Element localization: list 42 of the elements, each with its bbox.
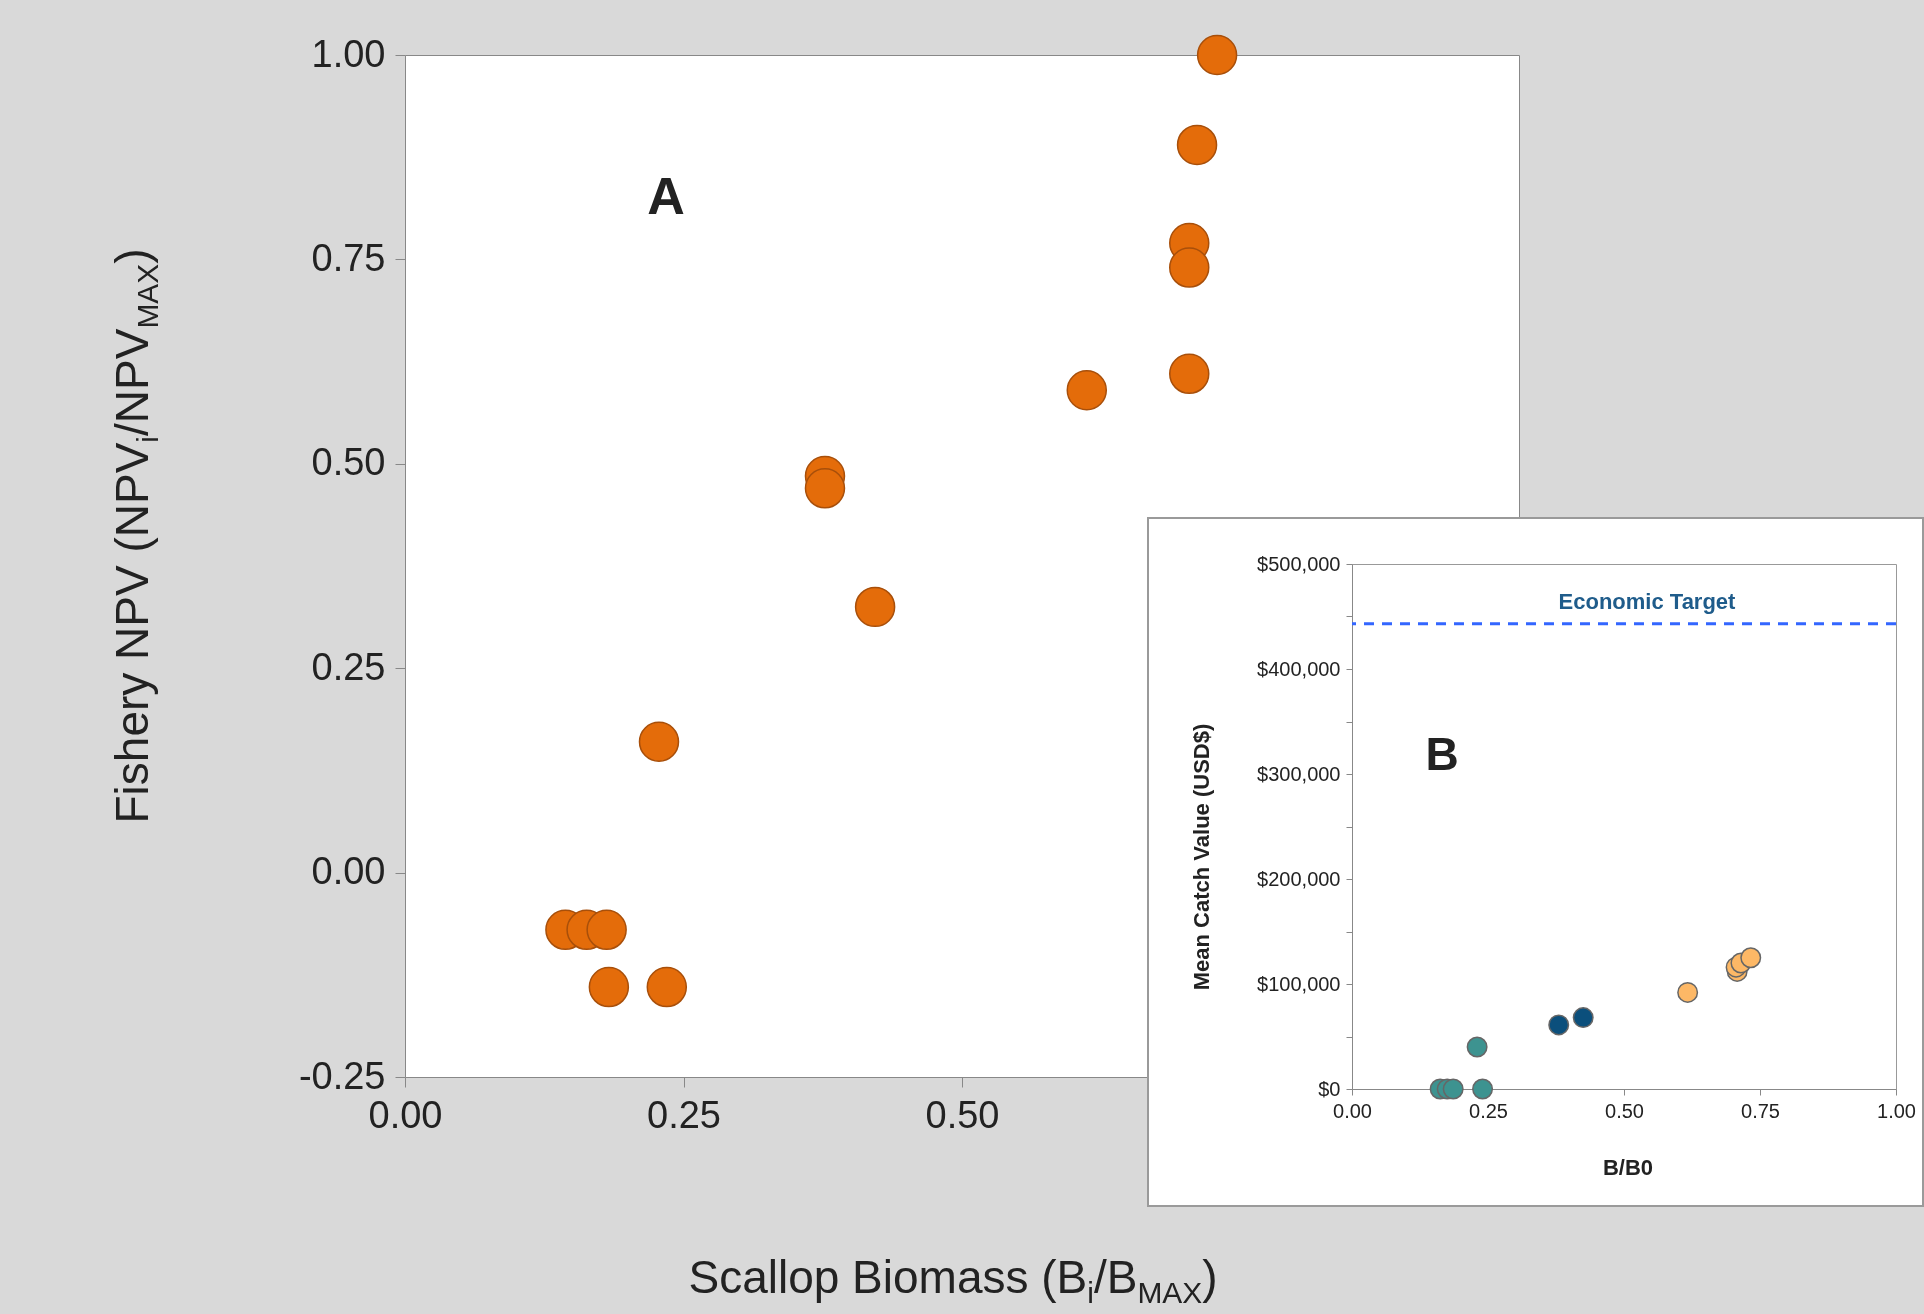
point [588, 966, 630, 1008]
y-tick-label: 0.75 [311, 236, 386, 279]
x-tick-label: 0.50 [1605, 1099, 1644, 1122]
y-tick-label: $500,000 [1257, 552, 1341, 575]
point [1677, 981, 1699, 1003]
point [1066, 370, 1108, 411]
x-tick-label: 1.00 [1877, 1099, 1916, 1122]
point [1572, 1007, 1594, 1029]
point [1740, 947, 1762, 969]
point [638, 721, 680, 762]
annotation: A [647, 166, 685, 226]
x-axis-title: B/B0 [1602, 1155, 1654, 1181]
y-tick-label: 0.25 [311, 645, 386, 688]
x-axis-title: Scallop Biomass (B$_{i}$/B$_{MAX}$) [688, 1249, 1218, 1311]
point [804, 468, 846, 509]
x-tick-label: 0.50 [925, 1093, 1000, 1136]
y-tick-label: 1.00 [311, 32, 386, 75]
point [1176, 124, 1218, 166]
x-tick-label: 0.25 [1469, 1099, 1508, 1122]
y-tick-label: $400,000 [1257, 657, 1341, 680]
point [1169, 353, 1210, 395]
x-tick-label: 0.75 [1741, 1099, 1780, 1122]
point [646, 966, 688, 1008]
y-tick-label: 0.00 [311, 850, 386, 893]
ref-line-label: Economic Target [1558, 588, 1737, 614]
point [1442, 1078, 1464, 1100]
y-tick-label: $300,000 [1257, 762, 1341, 785]
x-tick-label: 0.25 [647, 1093, 721, 1136]
point [1466, 1036, 1488, 1058]
y-tick-label: 0.50 [311, 441, 386, 484]
point [1548, 1014, 1570, 1036]
y-tick-label: $0 [1318, 1077, 1341, 1100]
annotation: B [1425, 727, 1459, 781]
y-tick-label: $100,000 [1257, 972, 1341, 995]
point [1196, 34, 1238, 76]
x-tick-label: 0.00 [1333, 1099, 1372, 1122]
point [586, 909, 627, 951]
y-tick-label: $200,000 [1257, 867, 1341, 890]
point [1169, 247, 1210, 288]
point [854, 586, 896, 628]
y-axis-title: Mean Catch Value (USD$) [1189, 723, 1215, 991]
point [1472, 1078, 1494, 1100]
